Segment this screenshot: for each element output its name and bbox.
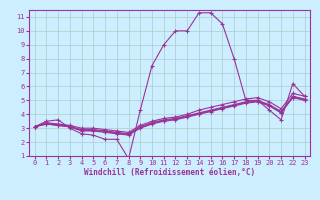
X-axis label: Windchill (Refroidissement éolien,°C): Windchill (Refroidissement éolien,°C) <box>84 168 255 177</box>
